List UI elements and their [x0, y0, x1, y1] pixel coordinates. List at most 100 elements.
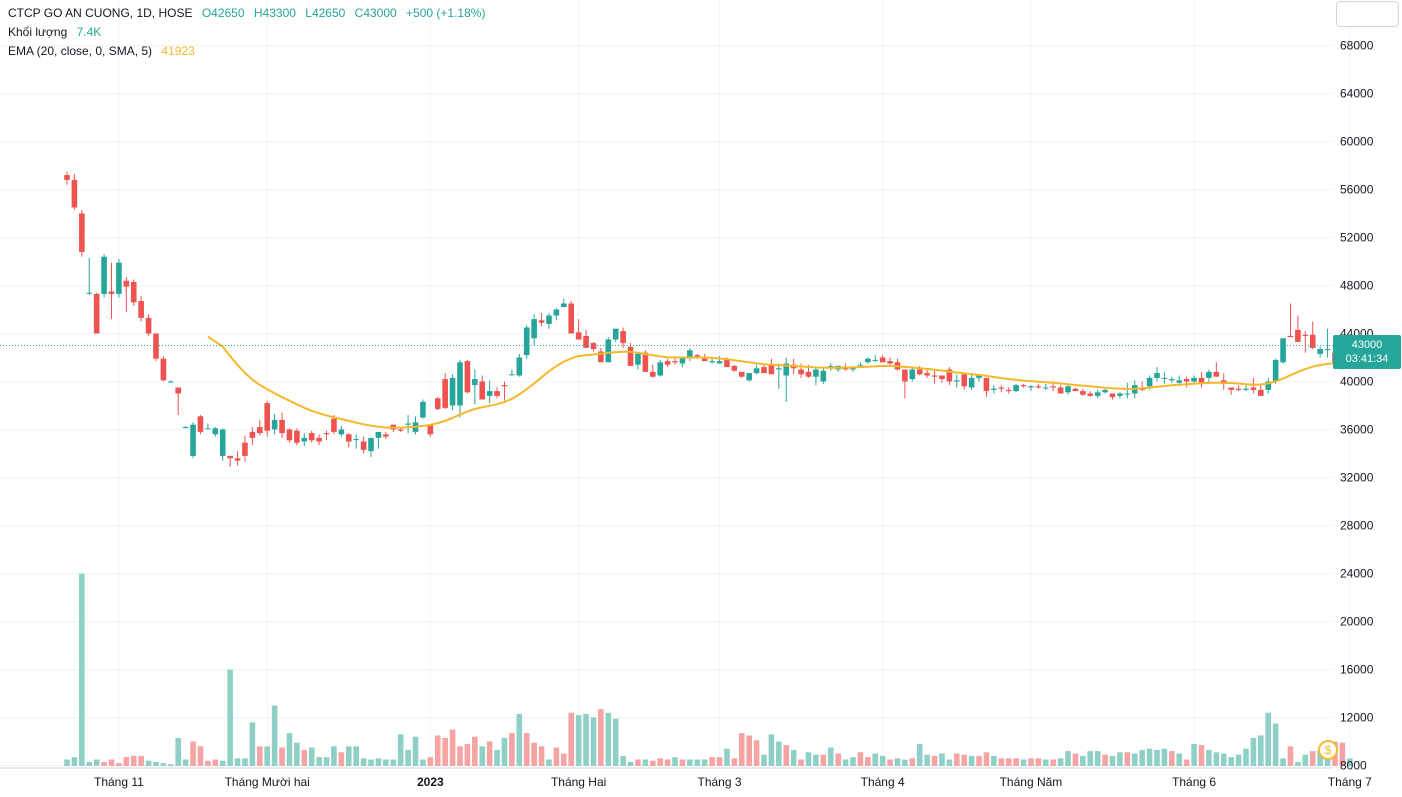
- candle-body: [1013, 385, 1019, 392]
- x-tick-label: Tháng Năm: [1000, 775, 1063, 789]
- candle-body: [738, 371, 745, 377]
- candle-body: [345, 434, 352, 442]
- volume-bar: [672, 757, 678, 766]
- candle-body: [731, 365, 738, 371]
- volume-bar: [679, 759, 686, 766]
- volume-bar: [598, 709, 604, 766]
- candle-body: [1265, 381, 1272, 390]
- volume-bar: [1309, 751, 1316, 766]
- volume-bar: [345, 746, 352, 766]
- volume-bar: [827, 747, 834, 766]
- volume-bar: [746, 735, 752, 766]
- volume-bar: [1213, 752, 1220, 766]
- y-tick-label: 64000: [1340, 87, 1374, 101]
- volume-bar: [1220, 753, 1227, 766]
- volume-bar: [902, 759, 908, 766]
- volume-bar: [1243, 748, 1249, 766]
- volume-bar: [583, 713, 589, 766]
- volume-bar: [397, 734, 404, 766]
- volume-bar: [946, 759, 953, 766]
- ema-line: [207, 335, 1365, 429]
- volume-bar: [219, 760, 226, 766]
- legend-low: L42650: [305, 6, 346, 20]
- volume-bar: [405, 749, 411, 766]
- candle-body: [968, 377, 975, 388]
- volume-bar: [1087, 751, 1094, 766]
- candle-body: [516, 357, 523, 376]
- time-axis[interactable]: Tháng 11 Tháng Mười hai 2023 Tháng Hai Tháng…: [94, 775, 1372, 789]
- volume-bar: [1057, 758, 1064, 766]
- candle-body: [1042, 387, 1049, 389]
- x-tick-label: 2023: [417, 775, 444, 789]
- candle-body: [709, 361, 715, 363]
- volume-bar: [954, 753, 960, 766]
- candle-body: [865, 358, 871, 363]
- volume-bar: [1146, 748, 1153, 766]
- volume-bar: [338, 752, 345, 766]
- volume-bar: [1206, 749, 1212, 766]
- candle-body: [1228, 387, 1234, 390]
- candle-body: [1109, 393, 1116, 398]
- candle-body: [494, 391, 500, 396]
- x-tick-label: Tháng 7: [1328, 775, 1372, 789]
- candle-body: [509, 374, 515, 376]
- candle-body: [1250, 387, 1257, 390]
- candle-body: [1309, 334, 1316, 348]
- candle-body: [219, 429, 226, 456]
- candle-body: [546, 315, 552, 324]
- volume-bar: [1280, 758, 1286, 766]
- candle-body: [954, 380, 960, 382]
- legend-ema-row[interactable]: EMA (20, close, 0, SMA, 5) 41923: [8, 42, 485, 61]
- symbol-title[interactable]: CTCP GO AN CUONG, 1D, HOSE: [8, 6, 193, 20]
- candle-body: [1065, 386, 1071, 393]
- volume-bar: [835, 753, 841, 766]
- candle-body: [279, 419, 285, 434]
- volume-bar: [1265, 712, 1272, 766]
- candle-body: [657, 362, 663, 376]
- candle-body: [976, 375, 982, 378]
- volume-bar: [694, 759, 701, 766]
- last-price-value: 43000: [1351, 339, 1383, 351]
- volume-bar: [850, 757, 856, 766]
- volume-bar: [316, 757, 322, 766]
- candle-body: [71, 179, 78, 208]
- volume-bar: [1117, 752, 1123, 766]
- grid-lines: [0, 0, 1351, 768]
- candle-body: [93, 293, 100, 334]
- candle-body: [805, 371, 812, 377]
- candle-body: [331, 418, 337, 432]
- y-tick-label: 60000: [1340, 135, 1374, 149]
- candle-body: [946, 369, 953, 382]
- volume-bar: [227, 669, 233, 766]
- volume-bar: [1198, 745, 1205, 766]
- volume-label: Khối lượng: [8, 25, 68, 39]
- candle-body: [1020, 385, 1027, 387]
- volume-bar: [561, 753, 567, 766]
- volume-bar: [709, 757, 715, 766]
- volume-bar: [1094, 751, 1101, 766]
- currency-icon[interactable]: $: [1318, 740, 1338, 760]
- volume-value: 7.4K: [76, 25, 102, 39]
- price-axis[interactable]: 8000 12000 16000 20000 24000 28000 32000 36000 4…: [1340, 39, 1374, 773]
- volume-bar: [360, 758, 367, 766]
- volume-bar: [420, 759, 426, 766]
- candle-body: [1198, 377, 1205, 384]
- volume-bar: [375, 758, 382, 766]
- volume-bar: [1287, 746, 1294, 766]
- volume-bar: [1302, 754, 1309, 766]
- legend-volume-row[interactable]: Khối lượng 7.4K: [8, 23, 485, 42]
- candle-body: [820, 370, 827, 382]
- candle-body: [360, 441, 367, 450]
- candle-body: [1102, 389, 1108, 393]
- volume-bar: [1258, 735, 1264, 766]
- y-tick-label: 24000: [1340, 567, 1374, 581]
- candle-body: [1124, 393, 1131, 395]
- volume-bar: [1013, 758, 1019, 766]
- volume-bar: [472, 736, 478, 766]
- candle-body: [383, 434, 389, 437]
- volume-bar: [523, 733, 530, 766]
- price-axis-settings-button[interactable]: [1336, 1, 1399, 27]
- candle-body: [1169, 379, 1175, 381]
- candle-body: [776, 368, 782, 370]
